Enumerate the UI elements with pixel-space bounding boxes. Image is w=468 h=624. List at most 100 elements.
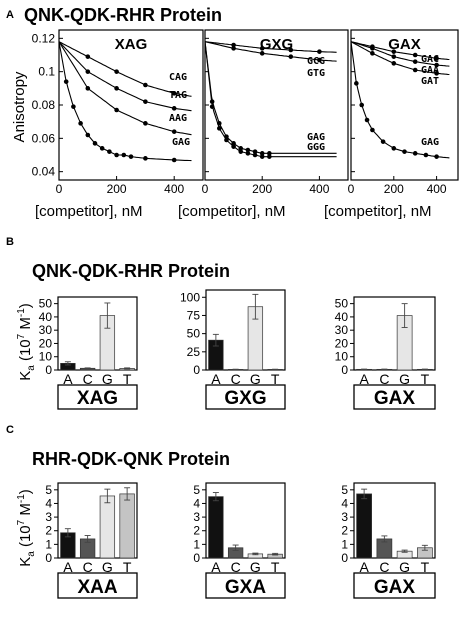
series-label-gag: GAG <box>307 132 325 143</box>
panel-label-box <box>353 384 436 410</box>
section-a-yticks: 0.12 0.1 0.08 0.06 0.04 <box>32 31 56 178</box>
y-tick-label: 0.04 <box>32 165 56 179</box>
section-a-ylabel: Anisotropy <box>11 71 28 142</box>
category-label: A <box>359 371 369 387</box>
panel-label: XAA <box>77 577 117 598</box>
y-tick-label: 1 <box>45 537 52 551</box>
panel-letter-b: B <box>6 236 14 248</box>
section-a-title: QNK-QDK-RHR Protein <box>24 5 222 25</box>
plot-frame <box>57 482 138 559</box>
category-label: C <box>231 371 241 387</box>
x-tick-label: 200 <box>384 182 404 196</box>
y-tick-label: 0 <box>45 363 52 377</box>
section-b-ylabel: Ka (107 M-1) <box>16 303 37 381</box>
y-tick-label: 100 <box>180 290 200 304</box>
x-tick-label: 400 <box>164 182 184 196</box>
data-point <box>143 156 148 161</box>
y-tick-label: 1 <box>193 537 200 551</box>
x-tick-label: 400 <box>427 182 447 196</box>
y-tick-label: 5 <box>193 483 200 497</box>
series-label-tag: TAG <box>169 90 187 101</box>
category-label: T <box>421 559 430 575</box>
series-label-gag: GAG <box>172 137 190 148</box>
data-point <box>317 57 322 63</box>
data-point <box>171 157 177 163</box>
y-tick-label: 40 <box>39 310 53 324</box>
data-point <box>71 104 76 109</box>
y-tick-label: 20 <box>335 336 349 350</box>
panel-label: GAX <box>374 577 416 598</box>
data-point <box>143 121 148 126</box>
series-line-gac <box>350 41 450 61</box>
series-line-gtg <box>204 41 337 62</box>
data-point <box>354 81 359 86</box>
x-tick-label: 400 <box>309 182 329 196</box>
y-tick-label: 3 <box>341 510 348 524</box>
data-point <box>217 126 222 131</box>
y-tick-label: 30 <box>39 323 53 337</box>
category-label: C <box>83 371 93 387</box>
series-line-gaa <box>350 41 450 67</box>
panel-label: GXG <box>224 388 266 409</box>
y-tick-label: 0.1 <box>38 65 55 79</box>
data-point <box>434 154 439 159</box>
x-tick-label: 200 <box>107 182 127 196</box>
data-point <box>92 141 98 146</box>
series-line-gat <box>350 41 450 76</box>
data-point <box>412 67 418 73</box>
section-a-xlabel-2: [competitor], nM <box>178 203 286 220</box>
data-point <box>85 54 91 59</box>
data-point <box>121 152 127 158</box>
category-label: A <box>211 559 221 575</box>
data-point <box>317 49 322 54</box>
data-point <box>85 86 91 91</box>
data-point <box>114 86 119 91</box>
category-label: A <box>63 371 73 387</box>
panel-label-box <box>205 572 286 599</box>
y-tick-label: 3 <box>193 510 200 524</box>
line-panel-title: GXG <box>260 36 293 53</box>
panel-letter-c: C <box>6 424 14 436</box>
bar-a <box>356 493 372 559</box>
category-label: G <box>250 559 261 575</box>
line-panel-title: XAG <box>115 36 148 53</box>
category-label: G <box>102 371 113 387</box>
data-point <box>423 152 429 158</box>
data-point <box>391 146 397 151</box>
section-b-title: QNK-QDK-RHR Protein <box>32 261 230 281</box>
y-tick-label: 5 <box>341 483 348 497</box>
y-tick-label: 75 <box>187 308 201 322</box>
category-label: T <box>271 371 280 387</box>
series-line-tag <box>58 41 192 112</box>
panel-label: XAG <box>77 388 118 409</box>
y-tick-label: 0 <box>193 363 200 377</box>
y-tick-label: 2 <box>193 524 200 538</box>
y-tick-label: 0.06 <box>32 131 56 145</box>
series-label-gcg: GCG <box>307 56 325 67</box>
x-tick-label: 0 <box>348 182 355 196</box>
y-tick-label: 0 <box>193 551 200 565</box>
data-point <box>370 46 375 51</box>
category-label: G <box>399 371 410 387</box>
line-panel-xag: XAG 0 200 400 CAG TAG AAG GAG <box>56 29 204 196</box>
panel-label-box <box>205 384 286 410</box>
data-point <box>85 69 91 74</box>
panel-label: GAX <box>374 388 416 409</box>
data-point <box>288 54 294 59</box>
bar-g <box>99 495 116 559</box>
data-point <box>231 144 236 149</box>
category-label: C <box>231 559 241 575</box>
series-label-gat: GAT <box>421 76 439 87</box>
data-point <box>238 146 244 151</box>
y-tick-label: 0 <box>341 551 348 565</box>
y-tick-label: 50 <box>187 327 201 341</box>
y-tick-label: 0.12 <box>32 31 56 45</box>
data-point <box>259 46 265 51</box>
plot-frame <box>57 296 138 371</box>
data-point <box>171 106 177 111</box>
category-label: T <box>421 371 430 387</box>
